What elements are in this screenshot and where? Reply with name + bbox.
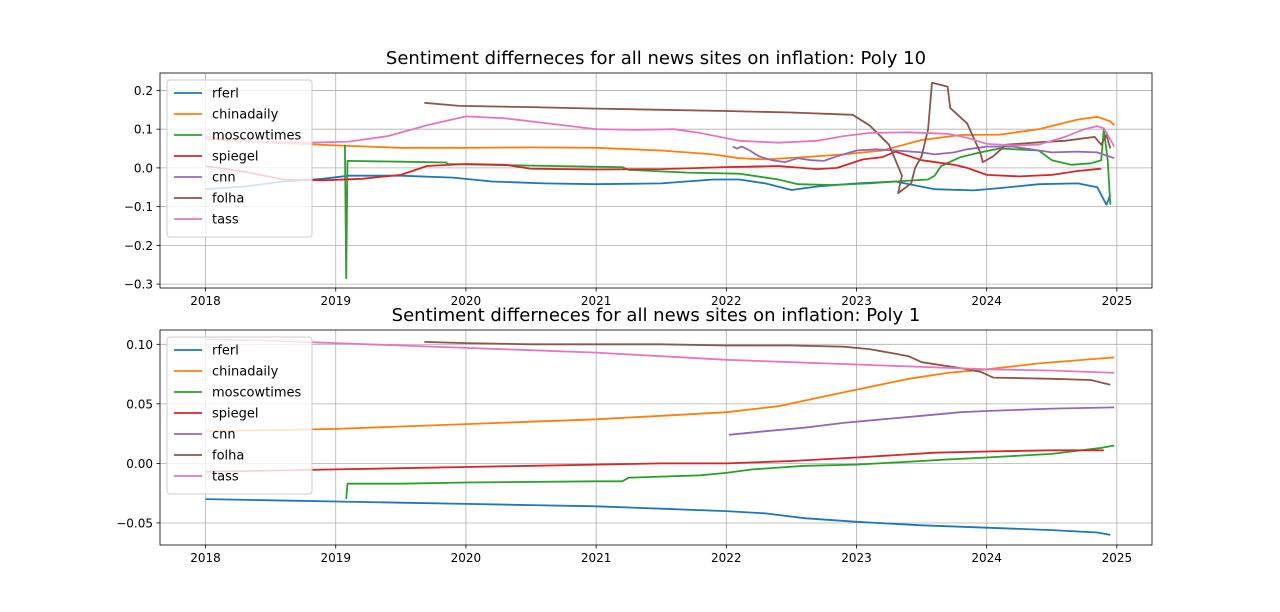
x-tick-label: 2020 — [451, 551, 482, 565]
y-tick-label: −0.2 — [124, 239, 153, 253]
series-line-tass — [205, 338, 1115, 374]
x-tick-label: 2020 — [451, 294, 482, 308]
series-line-spiegel — [205, 449, 1104, 473]
x-tick-label: 2019 — [320, 551, 351, 565]
series-line-chinadaily — [205, 356, 1115, 433]
y-tick-label: −0.05 — [116, 516, 153, 530]
legend-label-moscowtimes: moscowtimes — [212, 386, 301, 401]
y-tick-label: 0.05 — [126, 397, 153, 411]
chart-title: Sentiment differneces for all news sites… — [392, 305, 921, 326]
plot-frame — [159, 329, 1153, 546]
x-tick-label: 2023 — [841, 294, 872, 308]
legend-label-tass: tass — [212, 470, 239, 485]
series-line-moscowtimes — [344, 128, 1112, 280]
x-tick-label: 2019 — [320, 294, 351, 308]
y-tick-label: 0.2 — [134, 84, 153, 98]
x-tick-label: 2025 — [1102, 551, 1133, 565]
axes: 2018 2019 2020 2021 2022 2023 2024 2025 0.2 0.1 0.… — [124, 72, 1153, 308]
legend-label-moscowtimes: moscowtimes — [212, 129, 301, 144]
y-tick-label: 0.1 — [134, 123, 153, 137]
y-tick-label: 0.00 — [126, 457, 153, 471]
legend: rferl chinadaily moscowtimes spiegel cnn folh… — [166, 79, 313, 238]
series-line-folha — [424, 81, 1112, 194]
x-tick-label: 2021 — [581, 294, 612, 308]
legend-box — [166, 336, 313, 495]
y-tick-label: 0.0 — [134, 161, 153, 175]
series-line-cnn — [728, 406, 1115, 436]
x-tick-label: 2024 — [971, 294, 1002, 308]
series-line-chinadaily — [205, 115, 1115, 161]
series-line-moscowtimes — [345, 444, 1115, 500]
legend-label-folha: folha — [212, 192, 244, 207]
legend-label-cnn: cnn — [212, 171, 236, 186]
legend-label-rferl: rferl — [212, 87, 239, 102]
series-lines — [205, 81, 1115, 280]
series-line-rferl — [205, 174, 1112, 206]
legend-label-cnn: cnn — [212, 428, 236, 443]
legend-box — [166, 79, 313, 238]
x-tick-label: 2022 — [711, 294, 742, 308]
x-tick-label: 2023 — [841, 551, 872, 565]
plot-frame — [159, 72, 1153, 289]
series-line-cnn — [732, 145, 1115, 163]
x-tick-label: 2018 — [190, 294, 221, 308]
y-tick-label: −0.3 — [124, 278, 153, 292]
axes: 2018 2019 2020 2021 2022 2023 2024 2025 0.10 0.05… — [116, 329, 1153, 565]
series-line-tass — [205, 115, 1115, 148]
series-lines — [205, 338, 1115, 536]
x-tick-label: 2025 — [1102, 294, 1133, 308]
chart-title: Sentiment differneces for all news sites… — [386, 48, 926, 69]
series-line-spiegel — [205, 150, 1102, 182]
x-tick-label: 2024 — [971, 551, 1002, 565]
legend-label-tass: tass — [212, 213, 239, 228]
x-tick-label: 2021 — [581, 551, 612, 565]
y-tick-label: −0.1 — [124, 200, 153, 214]
legend-label-chinadaily: chinadaily — [212, 365, 279, 380]
legend-label-chinadaily: chinadaily — [212, 108, 279, 123]
legend-label-spiegel: spiegel — [212, 150, 259, 165]
y-tick-label: 0.10 — [126, 338, 153, 352]
legend: rferl chinadaily moscowtimes spiegel cnn folh… — [166, 336, 313, 495]
series-line-folha — [424, 341, 1111, 386]
chart-panel-poly10: Sentiment differneces for all news sites… — [124, 48, 1153, 308]
legend-label-spiegel: spiegel — [212, 407, 259, 422]
x-tick-label: 2018 — [190, 551, 221, 565]
legend-label-rferl: rferl — [212, 344, 239, 359]
x-tick-label: 2022 — [711, 551, 742, 565]
legend-label-folha: folha — [212, 449, 244, 464]
series-line-rferl — [205, 498, 1111, 536]
chart-panel-poly1: Sentiment differneces for all news sites… — [116, 305, 1153, 565]
